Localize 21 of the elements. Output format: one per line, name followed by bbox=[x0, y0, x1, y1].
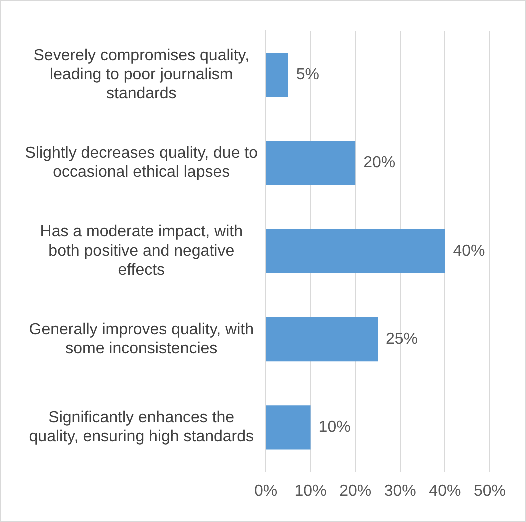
y-tick-label: Has a moderate impact, with both positive and negative effects bbox=[40, 224, 244, 280]
y-tick-label: Severely compromises quality, leading to poor journalism standards bbox=[34, 47, 250, 103]
y-tick-label: Significantly enhances the quality, ensuring high standards bbox=[29, 410, 254, 446]
x-tick-label: 0% bbox=[254, 482, 278, 500]
data-label: 5% bbox=[296, 66, 320, 84]
bar bbox=[266, 406, 311, 450]
x-tick-label: 20% bbox=[340, 482, 372, 500]
data-label: 25% bbox=[386, 330, 418, 348]
x-tick-label: 40% bbox=[429, 482, 462, 500]
bar bbox=[266, 229, 446, 274]
x-tick-label: 50% bbox=[474, 482, 506, 500]
bar bbox=[266, 318, 378, 362]
bar bbox=[266, 141, 356, 186]
x-tick-label: 10% bbox=[294, 482, 327, 500]
y-tick-label: Generally improves quality, with some inconsistencies bbox=[29, 321, 254, 358]
data-label: 10% bbox=[318, 419, 351, 436]
data-label: 20% bbox=[364, 154, 396, 172]
data-label: 40% bbox=[453, 242, 486, 260]
bar bbox=[266, 53, 288, 98]
y-tick-label: Slightly decreases quality, due to occasional ethical lapses bbox=[25, 145, 258, 182]
x-tick-label: 30% bbox=[384, 482, 416, 500]
